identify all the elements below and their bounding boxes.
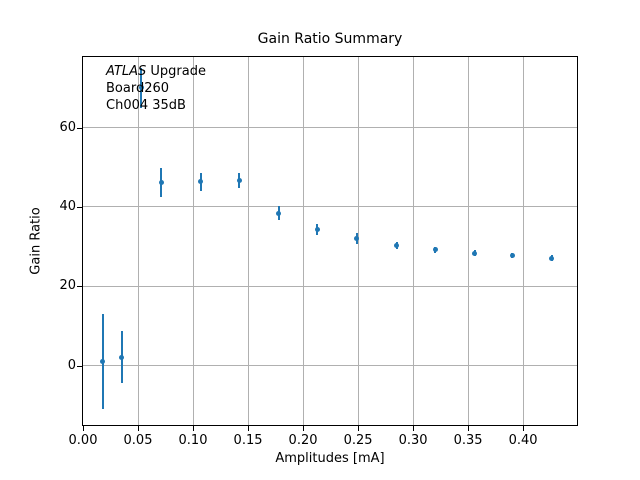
data-point-marker	[314, 227, 320, 232]
x-tick-mark	[413, 426, 415, 431]
data-points-layer	[83, 57, 577, 425]
y-axis-label: Gain Ratio	[28, 207, 44, 275]
x-gridline	[467, 57, 469, 425]
annotation-atlas: ATLAS	[106, 64, 147, 79]
x-tick-mark	[138, 426, 139, 431]
data-point-marker	[100, 359, 106, 365]
y-gridline	[83, 285, 577, 287]
x-tick-mark	[303, 426, 305, 431]
annotation-line-1: ATLAS Upgrade	[106, 63, 206, 80]
x-tick-label: 0.15	[233, 433, 263, 448]
y-tick-label: 60	[59, 119, 76, 135]
data-point-marker	[354, 236, 360, 242]
y-tick-label: 40	[59, 198, 76, 214]
x-gridline	[302, 57, 304, 425]
x-tick-label: 0.00	[68, 433, 98, 448]
x-gridline	[247, 57, 249, 425]
data-point-marker	[236, 178, 242, 184]
annotation-line-2: Board260	[106, 81, 170, 96]
y-gridline	[83, 206, 577, 208]
x-gridline	[357, 57, 359, 425]
data-point-marker	[198, 179, 204, 185]
chart-title: Gain Ratio Summary	[257, 31, 403, 47]
x-tick-label: 0.05	[123, 433, 153, 448]
y-gridline	[83, 127, 577, 129]
x-gridline	[192, 57, 194, 425]
data-point-marker	[158, 179, 164, 185]
x-tick-label: 0.40	[508, 433, 538, 448]
data-point-marker	[119, 354, 124, 360]
grid-layer	[83, 57, 577, 425]
y-tick-mark	[77, 365, 82, 367]
y-tick-mark	[77, 127, 82, 129]
x-tick-mark	[193, 426, 195, 431]
plot-area: ATLAS Upgrade Board260 Ch004 35dB	[82, 56, 578, 426]
annotation-upgrade: Upgrade	[146, 64, 206, 79]
x-gridline	[412, 57, 414, 425]
y-tick-mark	[77, 206, 82, 208]
x-tick-label: 0.20	[288, 433, 318, 448]
data-point-marker	[549, 255, 555, 261]
y-gridline	[83, 365, 577, 367]
data-point-marker	[138, 85, 144, 91]
data-point-marker	[432, 247, 438, 253]
x-gridline	[137, 57, 139, 425]
x-tick-mark	[523, 426, 525, 431]
x-tick-mark	[83, 426, 84, 431]
data-point-marker	[394, 243, 400, 249]
x-tick-label: 0.10	[178, 433, 208, 448]
y-tick-label: 20	[59, 278, 76, 294]
x-axis-label: Amplitudes [mA]	[275, 451, 385, 466]
x-tick-mark	[248, 426, 250, 431]
x-tick-label: 0.35	[453, 433, 483, 448]
y-tick-label: 0	[67, 357, 76, 373]
x-gridline	[522, 57, 524, 425]
x-tick-mark	[358, 426, 360, 431]
annotation-text: ATLAS Upgrade Board260 Ch004 35dB	[106, 63, 206, 114]
data-point-marker	[509, 253, 515, 259]
data-point-marker	[472, 250, 478, 256]
y-tick-mark	[77, 286, 82, 288]
x-tick-label: 0.30	[398, 433, 428, 448]
x-tick-label: 0.25	[343, 433, 373, 448]
x-tick-mark	[468, 426, 470, 431]
annotation-line-3: Ch004 35dB	[106, 98, 186, 113]
data-point-marker	[276, 210, 282, 216]
